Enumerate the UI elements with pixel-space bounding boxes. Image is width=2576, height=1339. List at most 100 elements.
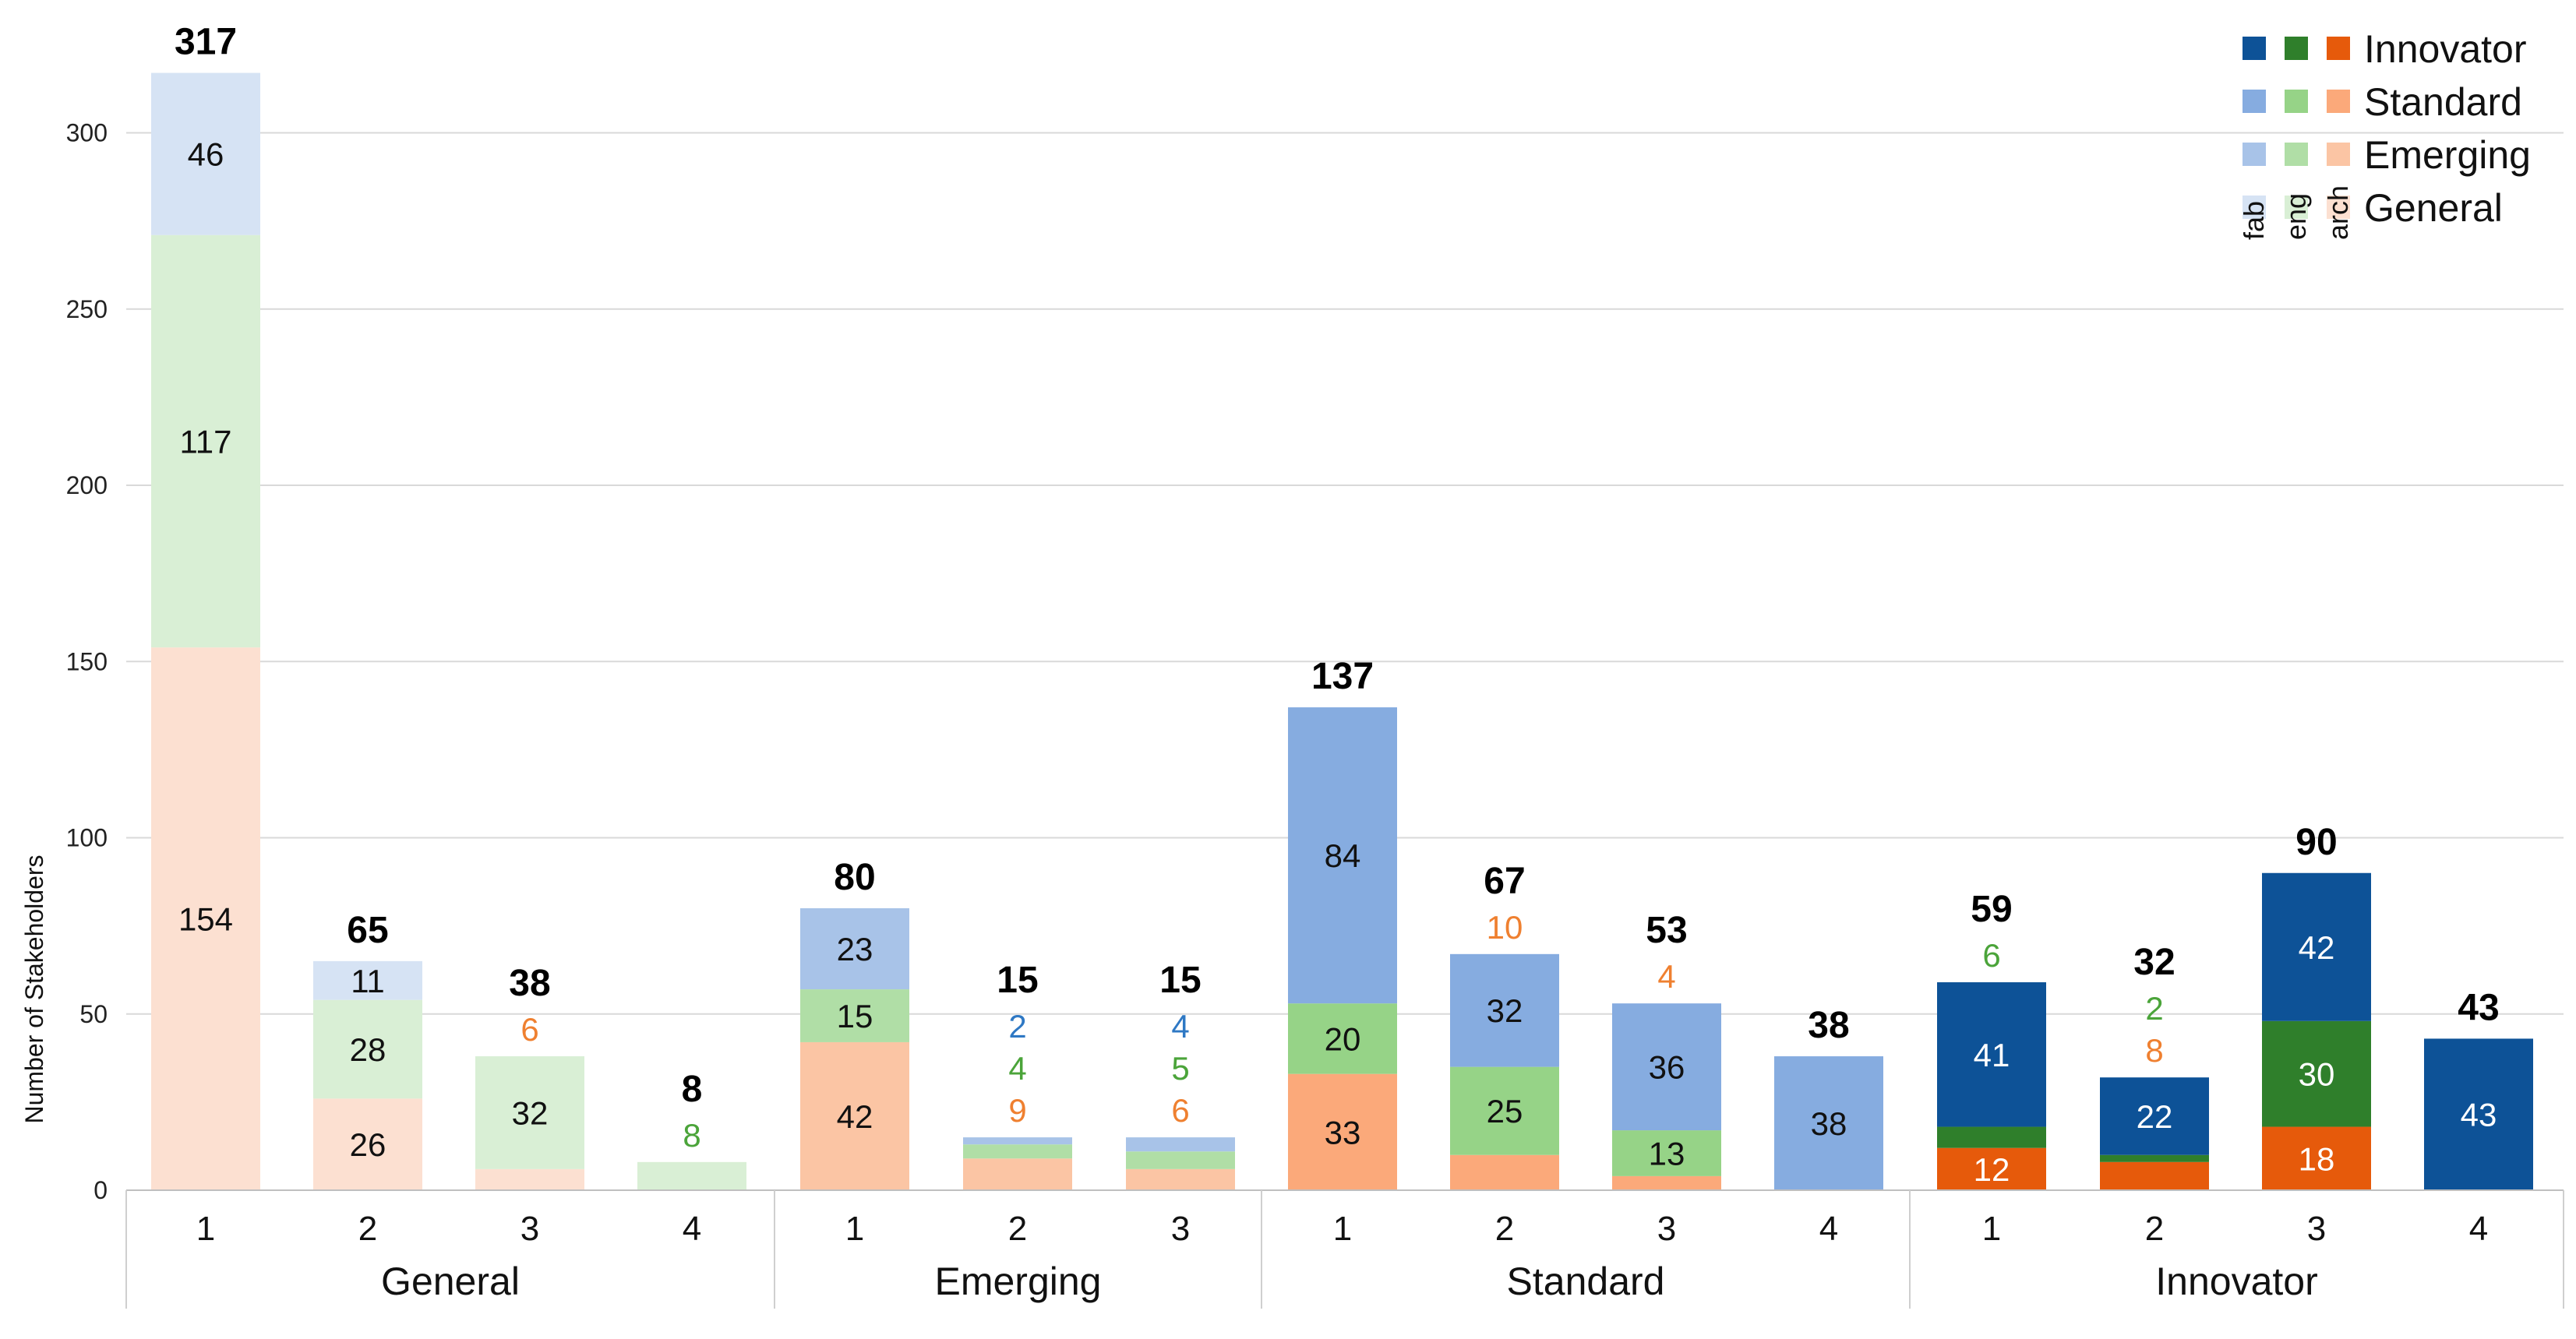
data-label-fab: 23 <box>837 931 873 967</box>
legend-swatch-eng <box>2285 90 2308 113</box>
bar-total-label: 15 <box>997 960 1038 1001</box>
legend-column-label: arch <box>2322 185 2354 240</box>
data-label-arch: 154 <box>178 901 233 938</box>
data-label-arch: 12 <box>1974 1151 2010 1188</box>
y-axis-label: Number of Stakeholders <box>20 854 48 1123</box>
x-tick-label: 3 <box>2307 1210 2326 1248</box>
x-tick-label: 1 <box>196 1210 215 1248</box>
y-tick-label: 100 <box>66 824 108 852</box>
y-tick-label: 0 <box>94 1176 108 1204</box>
y-tick-label: 200 <box>66 471 108 499</box>
data-label-eng: 20 <box>1325 1020 1361 1057</box>
bar-segment-arch <box>1288 1073 1397 1190</box>
bar-segment-eng <box>475 1056 584 1169</box>
bar-segment-eng <box>800 989 909 1042</box>
bar-segment-arch <box>1126 1168 1235 1190</box>
legend-swatch-fab <box>2243 143 2266 166</box>
data-label-eng: 117 <box>180 423 232 460</box>
bar-segment-fab <box>2262 872 2371 1021</box>
x-tick-label: 1 <box>845 1210 864 1248</box>
bar-segment-eng <box>2100 1154 2209 1162</box>
data-label-eng: 6 <box>1982 937 2000 974</box>
bar-segment-eng <box>637 1161 746 1190</box>
data-label-eng: 15 <box>837 998 873 1034</box>
data-label-arch: 9 <box>1008 1092 1026 1129</box>
legend-label: Standard <box>2364 80 2522 124</box>
data-label-arch: 8 <box>2145 1032 2163 1069</box>
legend-swatch-fab <box>2243 196 2266 219</box>
data-label-eng: 28 <box>350 1031 386 1068</box>
y-tick-label: 250 <box>66 295 108 323</box>
y-axis: Number of Stakeholders 0 50 100 150 200 250 30… <box>20 119 108 1205</box>
data-label-eng: 5 <box>1171 1050 1189 1087</box>
bar-segment-eng <box>1126 1151 1235 1169</box>
data-label-fab: 11 <box>351 963 385 999</box>
x-tick-label: 3 <box>1657 1210 1676 1248</box>
x-tick-label: 4 <box>1819 1210 1838 1248</box>
bar-total-label: 8 <box>682 1069 703 1110</box>
data-label-eng: 2 <box>2145 990 2163 1027</box>
legend-swatch-fab <box>2243 90 2266 113</box>
y-tick-label: 150 <box>66 647 108 675</box>
x-tick-label: 1 <box>1982 1210 2001 1248</box>
bar-total-label: 43 <box>2458 987 2499 1028</box>
legend-label: Emerging <box>2364 133 2531 177</box>
data-label-eng: 32 <box>512 1094 549 1131</box>
legend-swatch-arch <box>2327 143 2350 166</box>
bar-segment-fab <box>1612 1003 1721 1131</box>
legend-swatch-eng <box>2285 196 2308 219</box>
bar-total-label: 15 <box>1159 960 1201 1001</box>
y-tick-label: 300 <box>66 119 108 147</box>
bar-segment-fab <box>1288 707 1397 1004</box>
data-label-arch: 42 <box>837 1098 873 1135</box>
legend-column-label: eng <box>2280 193 2312 240</box>
bar-total-label: 67 <box>1484 861 1525 902</box>
data-label-arch: 33 <box>1325 1114 1361 1150</box>
data-label-eng: 25 <box>1487 1093 1523 1129</box>
bar-segment-eng <box>313 999 422 1099</box>
bar-segment-arch <box>313 1098 422 1190</box>
bar-segment-eng <box>2262 1020 2371 1127</box>
bar-segment-eng <box>1937 1126 2046 1148</box>
bar-segment-fab <box>2100 1077 2209 1155</box>
x-axis: 1 2 3 4 1 2 3 1 2 3 4 1 2 3 4 General Emerging Standard In… <box>125 1189 2564 1309</box>
data-label-arch: 4 <box>1657 958 1675 995</box>
data-label-arch: 18 <box>2299 1140 2335 1177</box>
x-tick-label: 2 <box>2145 1210 2164 1248</box>
legend: Innovator Standard Emerging General fab eng ar… <box>2238 27 2531 240</box>
bar-segment-eng <box>1288 1003 1397 1074</box>
bar-segment-fab <box>963 1137 1072 1145</box>
data-label-arch: 10 <box>1487 909 1523 946</box>
bar-segment-eng <box>1612 1130 1721 1176</box>
bar-segment-arch <box>151 647 260 1190</box>
bar-segment-fab <box>800 908 909 990</box>
bar-total-label: 38 <box>1808 1005 1849 1046</box>
data-label-fab: 41 <box>1974 1037 2010 1073</box>
x-tick-label: 4 <box>683 1210 701 1248</box>
legend-swatch-eng <box>2285 143 2308 166</box>
bar-segment-eng <box>963 1144 1072 1159</box>
data-label-fab: 22 <box>2137 1098 2173 1135</box>
x-tick-label: 2 <box>1008 1210 1027 1248</box>
data-label-fab: 42 <box>2299 929 2335 966</box>
x-tick-label: 1 <box>1333 1210 1352 1248</box>
gridlines <box>126 132 2564 1015</box>
bar-segment-arch <box>1612 1175 1721 1190</box>
bar-total-label: 38 <box>509 963 550 1004</box>
bar-segment-arch <box>1937 1147 2046 1190</box>
legend-swatch-arch <box>2327 37 2350 60</box>
bar-segment-arch <box>800 1041 909 1190</box>
legend-swatch-arch <box>2327 90 2350 113</box>
bar-total-label: 65 <box>347 910 388 951</box>
bar-segment-eng <box>1450 1066 1559 1155</box>
data-label-fab: 36 <box>1649 1049 1685 1086</box>
bar-segment-fab <box>151 72 260 235</box>
data-label-eng: 13 <box>1649 1135 1685 1172</box>
data-label-fab: 38 <box>1811 1105 1847 1142</box>
data-label-eng: 30 <box>2299 1056 2335 1093</box>
bar-segment-eng <box>151 234 260 648</box>
data-label-eng: 4 <box>1008 1050 1026 1087</box>
bar-segment-fab <box>1450 953 1559 1067</box>
bar-total-label: 90 <box>2295 822 2337 863</box>
x-group-label: Innovator <box>2155 1260 2317 1303</box>
